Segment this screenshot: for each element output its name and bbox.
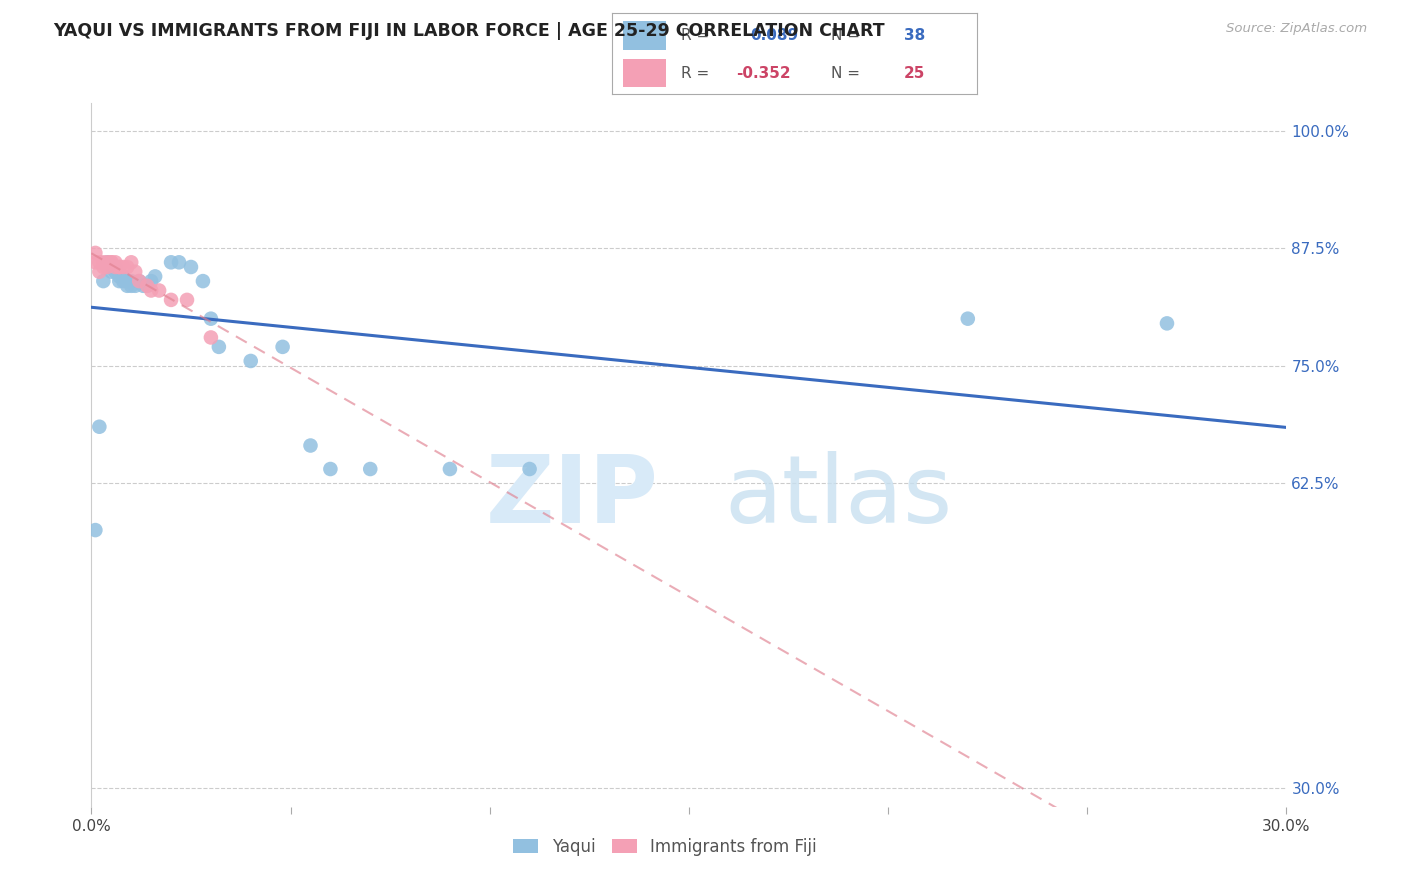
Text: YAQUI VS IMMIGRANTS FROM FIJI IN LABOR FORCE | AGE 25-29 CORRELATION CHART: YAQUI VS IMMIGRANTS FROM FIJI IN LABOR F… — [53, 22, 884, 40]
Point — [439, 462, 461, 476]
Point — [200, 311, 222, 326]
Point — [180, 260, 202, 274]
Text: ZIP: ZIP — [486, 451, 659, 543]
Point — [124, 265, 146, 279]
Point — [208, 340, 231, 354]
Point — [136, 278, 159, 293]
Text: -0.352: -0.352 — [735, 66, 790, 80]
Point — [100, 260, 122, 274]
Point — [84, 523, 107, 537]
Text: 38: 38 — [904, 28, 925, 43]
Point — [108, 260, 131, 274]
Point — [120, 255, 142, 269]
Point — [148, 284, 170, 298]
Point — [100, 255, 122, 269]
Text: 25: 25 — [904, 66, 925, 80]
Point — [200, 330, 222, 344]
Point — [104, 260, 127, 274]
Point — [112, 260, 135, 274]
Point — [176, 293, 198, 307]
Point — [104, 260, 127, 274]
Text: Source: ZipAtlas.com: Source: ZipAtlas.com — [1226, 22, 1367, 36]
Point — [519, 462, 541, 476]
Point — [160, 293, 183, 307]
Point — [89, 265, 111, 279]
Point — [100, 265, 122, 279]
Point — [84, 246, 107, 260]
Point — [100, 255, 122, 269]
Point — [299, 438, 322, 452]
Point — [271, 340, 294, 354]
Point — [96, 255, 118, 269]
Point — [96, 255, 118, 269]
FancyBboxPatch shape — [623, 21, 666, 49]
Point — [128, 274, 150, 288]
Point — [96, 260, 118, 274]
Point — [141, 284, 162, 298]
Text: 0.089: 0.089 — [751, 28, 799, 43]
Point — [143, 269, 166, 284]
Point — [108, 274, 131, 288]
Point — [1156, 317, 1178, 331]
Point — [359, 462, 381, 476]
Point — [956, 311, 979, 326]
Point — [115, 260, 138, 274]
Text: atlas: atlas — [725, 451, 953, 543]
Point — [115, 274, 138, 288]
Point — [104, 255, 127, 269]
Point — [167, 255, 190, 269]
Point — [120, 278, 142, 293]
Point — [108, 269, 131, 284]
Point — [104, 265, 127, 279]
Point — [319, 462, 342, 476]
Text: R =: R = — [681, 66, 709, 80]
Point — [84, 255, 107, 269]
Point — [108, 260, 131, 274]
Point — [115, 278, 138, 293]
Point — [136, 278, 159, 293]
Point — [160, 255, 183, 269]
Point — [112, 269, 135, 284]
Point — [89, 255, 111, 269]
Point — [141, 274, 162, 288]
Text: R =: R = — [681, 28, 709, 43]
Legend: Yaqui, Immigrants from Fiji: Yaqui, Immigrants from Fiji — [506, 831, 824, 863]
Point — [191, 274, 214, 288]
Point — [124, 278, 146, 293]
Text: N =: N = — [831, 28, 860, 43]
Text: N =: N = — [831, 66, 860, 80]
Point — [96, 260, 118, 274]
Point — [128, 274, 150, 288]
Point — [112, 274, 135, 288]
Point — [93, 274, 115, 288]
FancyBboxPatch shape — [623, 59, 666, 87]
Point — [89, 419, 111, 434]
Point — [93, 255, 115, 269]
Point — [132, 278, 155, 293]
Point — [93, 260, 115, 274]
Point — [239, 354, 262, 368]
Point — [120, 274, 142, 288]
